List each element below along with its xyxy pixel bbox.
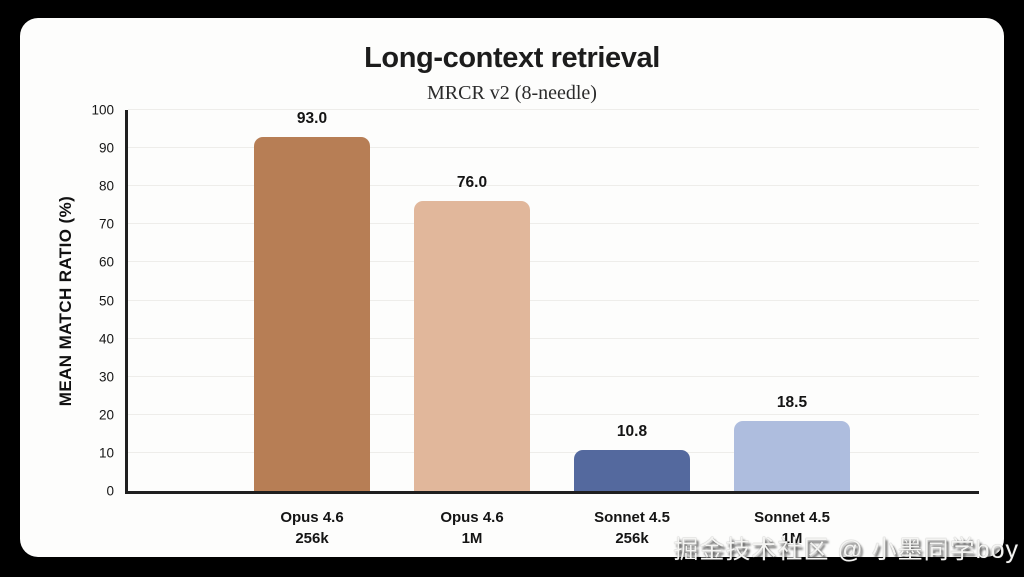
y-tick-label: 90 — [98, 140, 114, 156]
chart-bar — [254, 136, 370, 491]
chart-bar — [734, 420, 850, 491]
chart-title: Long-context retrieval — [364, 42, 660, 74]
plot-area: 0 10 20 30 40 50 60 70 80 90 100 93.0 Opus 4.6 256k 76… — [91, 103, 979, 547]
y-axis-title: MEAN MATCH RATIO (%) — [46, 110, 86, 491]
y-tick-label: 60 — [98, 254, 114, 270]
chart-bar — [414, 201, 530, 491]
x-axis-label-context: 256k — [295, 530, 329, 547]
x-axis-label-context: 1M — [781, 530, 803, 547]
y-tick-label: 40 — [98, 331, 114, 347]
bar-value-label: 10.8 — [616, 422, 648, 440]
y-axis-title-text: MEAN MATCH RATIO (%) — [56, 195, 75, 406]
y-tick-label: 0 — [106, 483, 114, 499]
x-axis-label: Sonnet 4.5 1M — [702, 507, 882, 549]
bar-value-label: 93.0 — [296, 109, 328, 127]
x-axis-label-context: 256k — [615, 530, 649, 547]
x-axis-label-model: Opus 4.6 — [280, 509, 344, 526]
watermark: 掘金技术社区 @ 小墨同学boy — [673, 536, 1019, 564]
y-tick-label: 70 — [98, 216, 114, 232]
x-axis-label-model: Sonnet 4.5 — [754, 509, 830, 526]
chart-subtitle: MRCR v2 (8-needle) — [427, 82, 597, 104]
bar-value-label: 76.0 — [456, 174, 488, 192]
y-tick-label: 80 — [98, 178, 114, 194]
chart-card: Long-context retrieval MRCR v2 (8-needle… — [20, 18, 1004, 557]
x-axis-label-model: Sonnet 4.5 — [594, 509, 670, 526]
y-tick-label: 100 — [91, 102, 114, 118]
chart-bar — [574, 449, 690, 491]
x-axis-label-context: 1M — [461, 530, 483, 547]
bar-value-label: 18.5 — [776, 393, 808, 411]
y-tick-label: 10 — [98, 445, 114, 461]
y-tick-label: 20 — [98, 407, 114, 423]
y-tick-label: 30 — [98, 369, 114, 385]
x-axis-label: Opus 4.6 256k — [222, 507, 402, 549]
y-tick-label: 50 — [98, 293, 114, 308]
x-axis-label: Opus 4.6 1M — [382, 507, 562, 549]
x-axis-label-model: Opus 4.6 — [440, 509, 504, 526]
x-axis-label: Sonnet 4.5 256k — [542, 507, 722, 549]
